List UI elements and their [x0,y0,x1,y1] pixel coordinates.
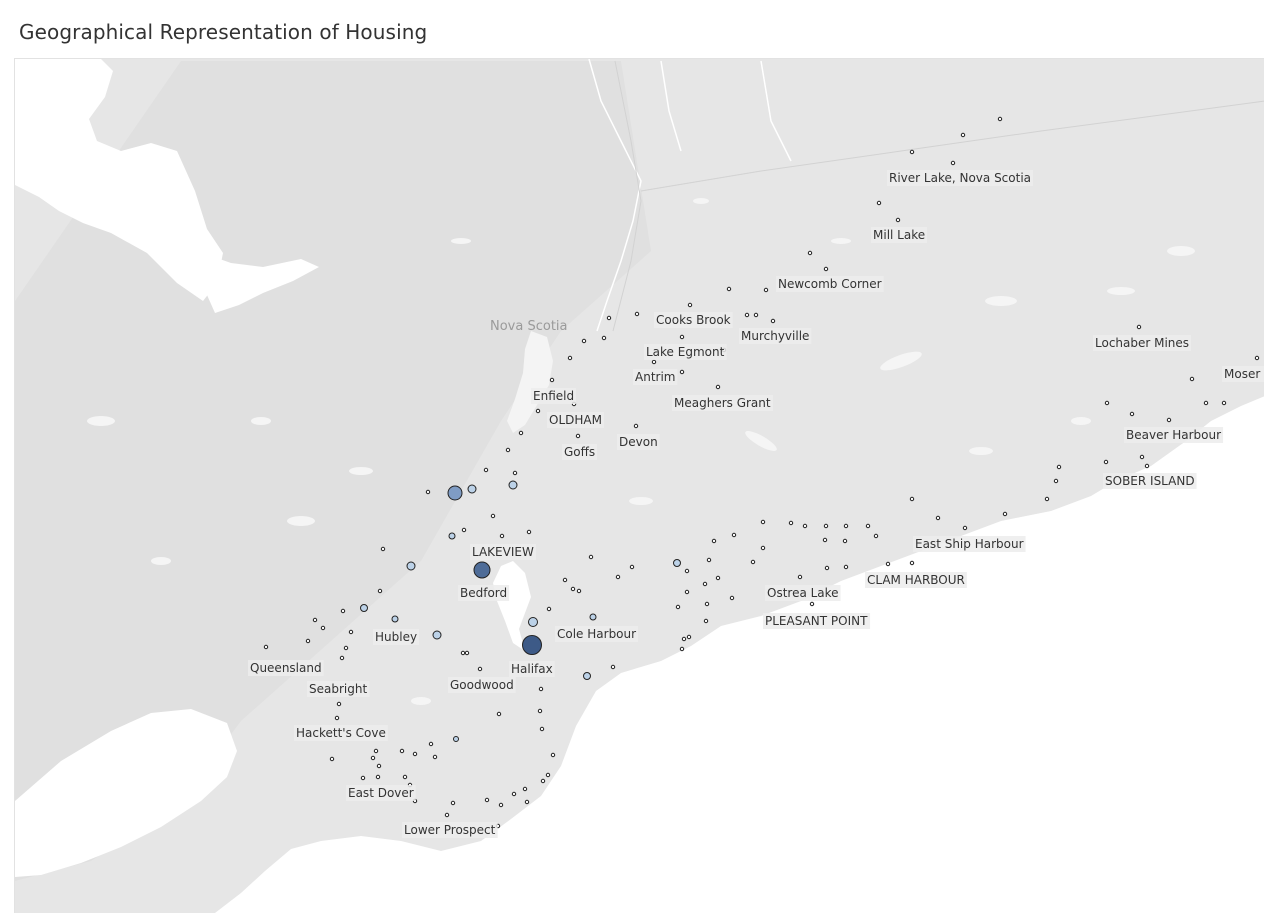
label-goodwood: Goodwood [450,678,514,692]
label-beaver-harbour: Beaver Harbour [1126,428,1221,442]
label-halo [913,536,1026,552]
label-halo [373,629,420,645]
label-newcomb-corner: Newcomb Corner [778,277,882,291]
label-halifax: Halifax [511,662,553,676]
label-halo [307,681,370,697]
label-pleasant-point: PLEASANT POINT [765,614,868,628]
label-halo [865,572,967,588]
label-lower-prospect: Lower Prospect [404,823,496,837]
label-halo [547,412,604,428]
label-halo [617,434,660,450]
marker-small-light [391,615,399,623]
place-labels: River Lake, Nova Scotia Mill Lake Newcom… [248,170,1264,838]
ocean [215,396,1264,913]
label-enfield: Enfield [533,389,574,403]
label-queensland: Queensland [250,661,322,675]
label-clam-harbour: CLAM HARBOUR [867,573,965,587]
marker-largest [522,635,542,655]
label-halo [887,170,1034,186]
label-halo [871,227,928,243]
label-sober-island: SOBER ISLAND [1105,474,1195,488]
label-east-dover: East Dover [348,786,414,800]
marker-small-light [467,484,477,494]
label-moser-river: Moser R [1224,367,1264,381]
harbour [493,561,531,651]
label-halo [1124,427,1224,443]
label-lakeview: LAKEVIEW [472,545,534,559]
label-halo [458,585,510,601]
label-murchyville: Murchyville [741,329,809,343]
lake-grand [507,331,553,433]
label-goffs: Goffs [564,445,595,459]
lakes [87,198,1195,705]
marker-medium [447,485,463,501]
marker-small-light [589,613,597,621]
large-markers [360,480,681,742]
label-oldham: OLDHAM [549,413,602,427]
label-halo [248,660,324,676]
bay-left [15,709,237,877]
map-view[interactable]: Nova Scotia [14,58,1264,913]
label-halo [672,395,773,411]
label-cole-harbour: Cole Harbour [557,627,636,641]
label-halo [763,613,871,629]
marker-small-light [508,480,518,490]
label-halo [739,328,812,344]
label-halo [562,444,598,460]
label-halo [654,312,733,328]
bay-water [15,59,223,301]
label-halo [1093,335,1192,351]
label-lake-egmont: Lake Egmont [646,345,725,359]
marker-large [473,561,491,579]
label-halo [470,544,536,560]
marker-small-light [432,630,442,640]
map-canvas[interactable]: Nova Scotia [15,59,1264,913]
label-bedford: Bedford [460,586,507,600]
rivers [588,59,792,332]
marker-small-light [453,736,459,742]
label-halo [448,677,516,693]
label-halo [765,585,841,601]
label-halo [509,661,555,677]
marker-small-light [528,617,538,627]
label-mill-lake: Mill Lake [873,228,925,242]
channel-water [197,251,319,313]
marker-small-light [360,604,368,612]
small-markers [263,116,1260,829]
label-lochaber-mines: Lochaber Mines [1095,336,1189,350]
label-cooks-brook: Cooks Brook [656,313,731,327]
marker-small-light [673,559,681,567]
region-label: Nova Scotia [490,319,568,334]
label-hubley: Hubley [375,630,417,644]
label-halo [402,822,498,838]
label-halo [1103,473,1197,489]
label-river-lake: River Lake, Nova Scotia [889,171,1031,185]
label-ostrea-lake: Ostrea Lake [767,586,839,600]
label-halo [294,725,388,741]
label-halo [633,369,678,385]
label-devon: Devon [619,435,658,449]
label-halo [644,344,727,360]
map-title: Geographical Representation of Housing [19,20,428,44]
marker-small-light [448,532,456,540]
label-antrim: Antrim [635,370,675,384]
boundaries [612,60,1264,332]
label-halo [555,626,639,642]
label-halo [531,388,577,404]
marker-small-light [406,561,416,571]
label-meaghers-grant: Meaghers Grant [674,396,771,410]
label-halo [1222,366,1264,382]
label-east-ship-harbour: East Ship Harbour [915,537,1024,551]
label-hacketts-cove: Hackett's Cove [296,726,386,740]
label-seabright: Seabright [309,682,367,696]
label-halo [776,276,884,292]
marker-small-light [583,672,591,680]
label-halo [346,785,416,801]
